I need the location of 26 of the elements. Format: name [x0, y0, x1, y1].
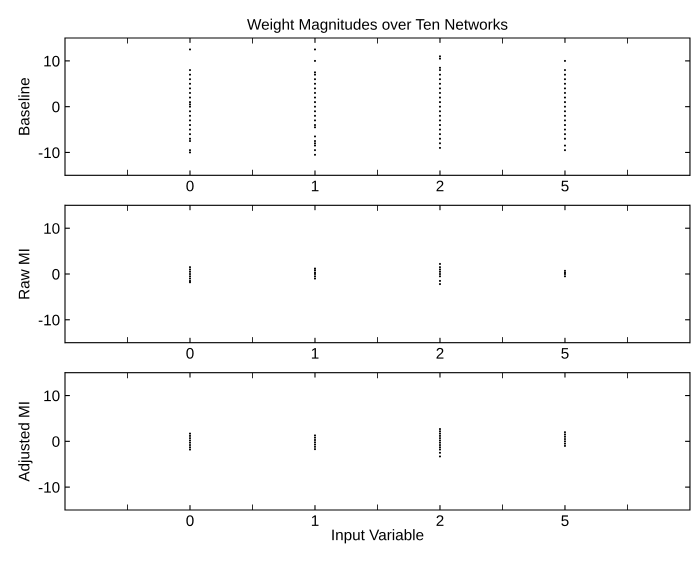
y-tick-label: 10: [44, 223, 60, 234]
y-axis-title: Baseline: [18, 78, 30, 135]
x-tick-label: 5: [561, 515, 569, 526]
y-tick-label: -10: [38, 314, 60, 326]
x-tick-label: 5: [561, 180, 569, 192]
y-tick-label: 0: [52, 102, 60, 112]
x-axis-title: Input Variable: [332, 529, 424, 544]
y-tick-label: -10: [38, 147, 60, 158]
y-tick-label: 10: [44, 56, 60, 67]
x-tick-label: 1: [312, 515, 318, 526]
x-tick-label: 1: [312, 180, 318, 192]
y-tick-label: 0: [52, 268, 60, 280]
x-tick-label: 2: [436, 515, 444, 526]
x-tick-label: 0: [186, 515, 194, 526]
x-tick-label: 5: [561, 348, 569, 359]
y-axis-title: Raw MI: [18, 250, 30, 299]
x-tick-label: 1: [312, 348, 318, 359]
x-tick-label: 0: [186, 180, 194, 192]
y-axis-title: Adjusted MI: [18, 402, 33, 482]
x-tick-label: 2: [436, 348, 444, 359]
x-tick-label: 2: [436, 180, 444, 192]
y-tick-label: 10: [44, 390, 60, 402]
chart-title: Weight Magnitudes over Ten Networks: [247, 18, 508, 33]
x-tick-label: 0: [186, 348, 194, 359]
y-tick-label: 0: [52, 436, 60, 448]
y-tick-label: -10: [38, 482, 60, 493]
